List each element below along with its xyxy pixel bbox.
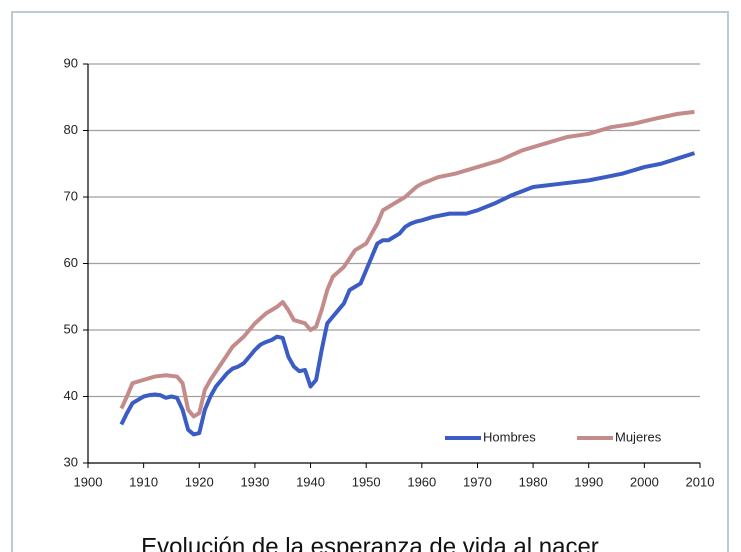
- x-tick-label: 1960: [407, 474, 436, 489]
- x-tick-label: 1970: [463, 474, 492, 489]
- y-tick-label: 30: [64, 454, 78, 469]
- legend-label: Hombres: [483, 429, 536, 444]
- legend-label: Mujeres: [615, 429, 662, 444]
- x-tick-label: 1910: [129, 474, 158, 489]
- x-tick-label: 1950: [352, 474, 381, 489]
- series-line: [119, 151, 696, 437]
- y-tick-label: 40: [64, 388, 78, 403]
- x-tick-label: 2010: [686, 474, 715, 489]
- y-tick-label: 80: [64, 122, 78, 137]
- chart-title: Evolución de la esperanza de vida al nac…: [141, 533, 599, 552]
- y-tick-label: 50: [64, 321, 78, 336]
- frame: [11, 11, 729, 552]
- y-tick-label: 70: [64, 188, 78, 203]
- x-tick-label: 2000: [630, 474, 659, 489]
- y-tick-label: 60: [64, 255, 78, 270]
- y-tick-label: 90: [64, 55, 78, 70]
- x-tick-label: 1920: [185, 474, 214, 489]
- x-tick-label: 1980: [519, 474, 548, 489]
- x-tick-label: 1930: [240, 474, 269, 489]
- x-tick-label: 1990: [574, 474, 603, 489]
- x-tick-label: 1900: [74, 474, 103, 489]
- series-line: [119, 109, 695, 419]
- x-tick-label: 1940: [296, 474, 325, 489]
